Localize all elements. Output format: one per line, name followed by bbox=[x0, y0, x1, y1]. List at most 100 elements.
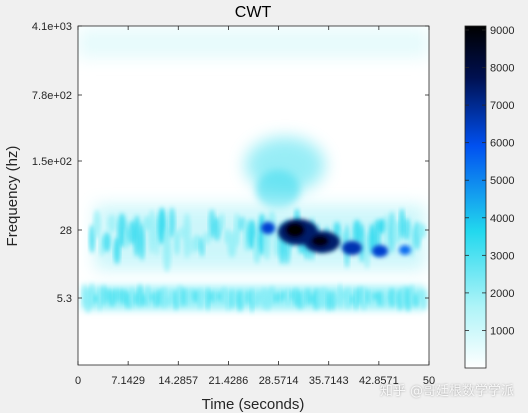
band-5-streak bbox=[206, 287, 210, 311]
x-axis-label: Time (seconds) bbox=[202, 396, 305, 413]
band-5-streak bbox=[328, 291, 336, 311]
colorbar-tick-label: 6000 bbox=[490, 138, 514, 150]
band-28-streak bbox=[103, 232, 111, 253]
band-28-streak bbox=[238, 216, 246, 232]
band-28-streak bbox=[193, 234, 201, 252]
band-5-streak bbox=[241, 293, 247, 305]
band-5-streak bbox=[97, 286, 103, 312]
band-5-streak bbox=[354, 287, 358, 311]
band-5-streak bbox=[236, 289, 244, 312]
band-5-streak bbox=[202, 290, 206, 301]
band-28-streak bbox=[234, 213, 240, 247]
band-5-streak bbox=[245, 290, 251, 305]
band-28-streak bbox=[392, 220, 402, 245]
band-5-streak bbox=[230, 289, 234, 310]
band-28-streak bbox=[383, 213, 391, 258]
band-28-streak bbox=[358, 223, 366, 263]
colorbar-tick-label: 3000 bbox=[490, 250, 514, 262]
band-5-streak bbox=[137, 283, 143, 308]
band-28-streak bbox=[163, 227, 171, 273]
band-5-streak bbox=[177, 284, 183, 308]
heatmap-band-5hz-streaks bbox=[82, 282, 427, 314]
band-28-streak bbox=[219, 213, 225, 231]
band-5-streak bbox=[286, 288, 290, 306]
band-5-streak bbox=[261, 287, 267, 310]
x-tick-label: 0 bbox=[75, 375, 81, 387]
y-tick-label: 28 bbox=[60, 225, 72, 237]
colorbar-tick-label: 8000 bbox=[490, 63, 514, 75]
band-28-streak bbox=[107, 214, 117, 233]
band-5-streak bbox=[165, 296, 171, 306]
x-tick-label: 35.7143 bbox=[309, 375, 349, 387]
band-5-streak bbox=[421, 289, 427, 311]
band-5-streak bbox=[192, 290, 200, 303]
band-5-streak bbox=[125, 291, 131, 309]
band-5-streak bbox=[213, 292, 219, 301]
band-5-streak bbox=[273, 292, 279, 303]
band-5-streak bbox=[337, 283, 343, 308]
band-28-streak bbox=[183, 212, 191, 259]
band-5-streak bbox=[376, 291, 384, 307]
band-28-streak bbox=[363, 232, 371, 269]
band-28-streak bbox=[403, 218, 411, 241]
x-tick-label: 42.8571 bbox=[359, 375, 399, 387]
x-axis: 0 7.1429 14.2857 21.4286 28.5714 35.7143 42.85… bbox=[75, 26, 435, 387]
band-5-streak bbox=[320, 286, 328, 308]
band-5-streak bbox=[333, 295, 339, 305]
x-tick-label: 50 bbox=[423, 375, 435, 387]
band-28-streak bbox=[113, 237, 121, 265]
band-5-streak bbox=[181, 287, 187, 307]
heatmap-lobe-core bbox=[256, 170, 300, 210]
band-28-streak bbox=[139, 222, 145, 261]
band-5-streak bbox=[221, 286, 227, 304]
band-28-streak bbox=[212, 216, 222, 241]
y-tick-label: 5.3 bbox=[57, 293, 72, 305]
colorbar-tick-label: 9000 bbox=[490, 25, 514, 37]
chart-title: CWT bbox=[235, 4, 272, 21]
band-5-streak bbox=[369, 291, 375, 304]
band-5-streak bbox=[169, 290, 175, 303]
band-5-streak bbox=[404, 286, 412, 312]
band-5-streak bbox=[157, 289, 163, 307]
band-5-streak bbox=[409, 284, 415, 306]
band-5-streak bbox=[361, 286, 367, 311]
colorbar bbox=[464, 25, 487, 369]
heatmap bbox=[78, 28, 429, 314]
band-5-streak bbox=[326, 290, 330, 312]
band-28-streak bbox=[199, 237, 205, 257]
band-28-streak bbox=[133, 215, 141, 258]
band-5-streak bbox=[93, 294, 99, 304]
band-5-streak bbox=[153, 291, 159, 308]
band-5-streak bbox=[141, 293, 147, 306]
band-28-streak bbox=[99, 234, 105, 257]
heatmap-high-band bbox=[78, 28, 429, 58]
x-tick-label: 21.4286 bbox=[209, 375, 249, 387]
x-tick-label: 14.2857 bbox=[158, 375, 198, 387]
x-tick-label: 28.5714 bbox=[259, 375, 299, 387]
plot-frame bbox=[77, 25, 430, 366]
band-28-streak bbox=[227, 230, 237, 258]
plot-area bbox=[78, 26, 429, 365]
band-5-streak bbox=[133, 292, 139, 305]
colorbar-tick-label: 5000 bbox=[490, 175, 514, 187]
band-28-streak bbox=[418, 223, 426, 239]
band-5-streak bbox=[388, 287, 396, 308]
band-5-streak bbox=[208, 291, 216, 303]
band-5-streak bbox=[217, 291, 223, 302]
band-28-streak bbox=[173, 229, 181, 256]
band-5-streak bbox=[349, 294, 355, 305]
band-5-streak bbox=[305, 287, 311, 306]
y-tick-label: 7.8e+02 bbox=[32, 90, 72, 102]
band-5-streak bbox=[89, 282, 95, 308]
watermark-text: 知乎 @哥廷根数学学派 bbox=[379, 384, 514, 399]
band-28-streak bbox=[399, 208, 405, 239]
band-5-streak bbox=[301, 290, 307, 308]
band-5-streak bbox=[82, 284, 86, 308]
band-5-streak bbox=[382, 295, 386, 307]
band-5-streak bbox=[129, 287, 135, 309]
band-5-streak bbox=[197, 288, 203, 310]
band-28-streak bbox=[93, 209, 101, 239]
band-5-streak bbox=[149, 292, 155, 302]
y-axis: 4.1e+03 7.8e+02 1.5e+02 28 5.3 bbox=[32, 21, 429, 305]
colorbar-tick-label: 2000 bbox=[490, 288, 514, 300]
